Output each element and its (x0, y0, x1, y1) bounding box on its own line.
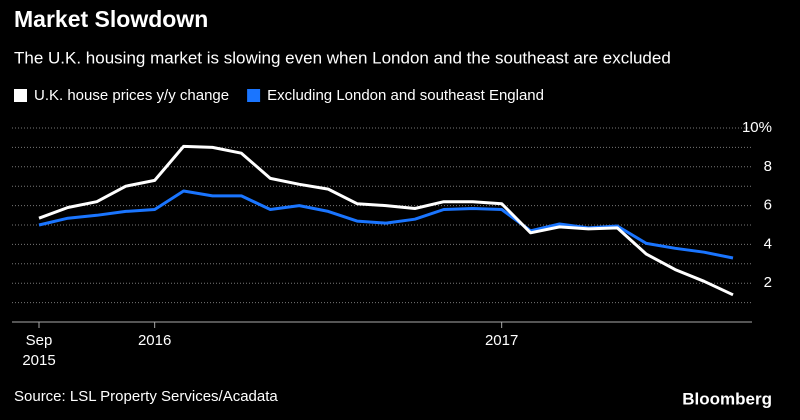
source: Source: LSL Property Services/Acadata (14, 388, 278, 405)
chart-title: Market Slowdown (14, 6, 208, 32)
brand: Bloomberg (682, 389, 772, 408)
y-tick-label: 8 (764, 158, 772, 175)
y-tick-label: 2 (764, 274, 772, 291)
legend-label: Excluding London and southeast England (267, 87, 544, 104)
chart-subtitle: The U.K. housing market is slowing even … (14, 48, 671, 67)
legend-label: U.K. house prices y/y change (34, 87, 229, 104)
y-tick-label: 6 (764, 197, 772, 214)
y-tick-label: 4 (764, 235, 772, 252)
legend-swatch (247, 89, 261, 102)
line-series (38, 189, 734, 260)
legend-swatch (14, 89, 27, 102)
x-tick-label: 2016 (138, 332, 171, 349)
x-tick-label: Sep 2015 (22, 332, 55, 369)
y-tick-label: 10% (742, 119, 772, 136)
line-series (38, 144, 734, 297)
x-tick-label: 2017 (485, 332, 518, 349)
